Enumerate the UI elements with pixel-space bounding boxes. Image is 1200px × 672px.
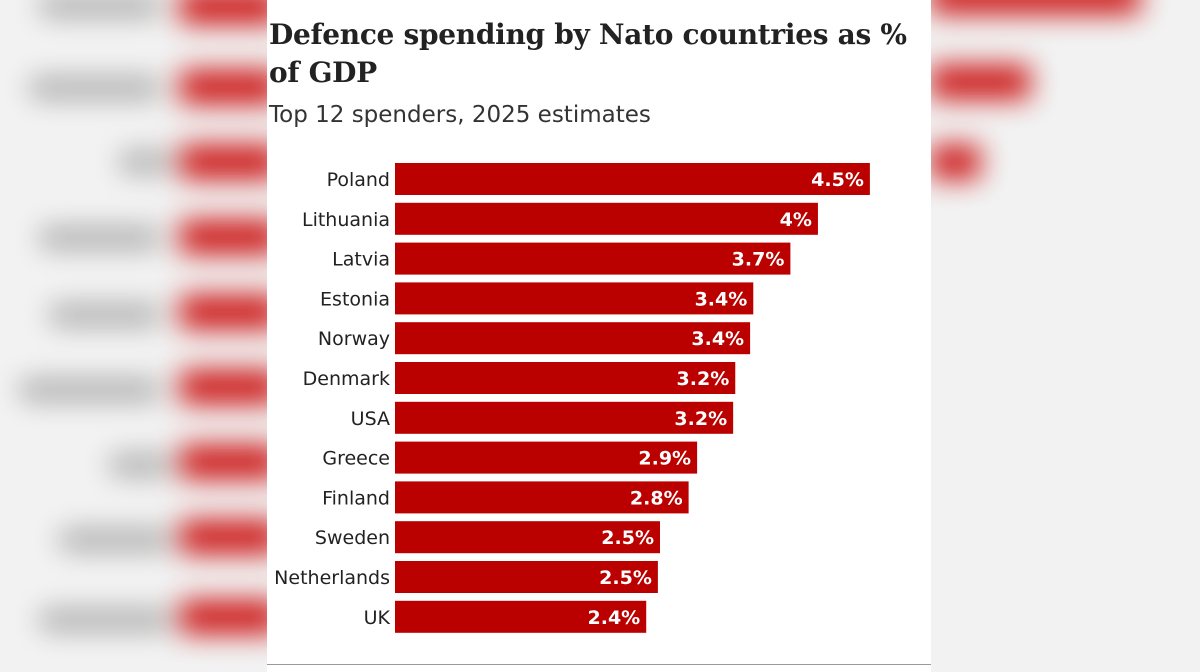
category-label: Lithuania bbox=[302, 209, 390, 231]
bottom-divider bbox=[267, 664, 931, 665]
bar-value-label: 3.7% bbox=[732, 249, 785, 271]
category-label: Denmark bbox=[303, 368, 390, 390]
bar bbox=[395, 481, 689, 514]
chart-subtitle: Top 12 spenders, 2025 estimates bbox=[269, 102, 651, 128]
bar-chart: Poland 4.5% Lithuania 4% Latvia 3.7% Estonia 3.… bbox=[274, 163, 870, 633]
category-label: Norway bbox=[318, 328, 390, 350]
category-label: Poland bbox=[327, 169, 390, 191]
category-label: Finland bbox=[322, 487, 390, 509]
bar-value-label: 2.8% bbox=[630, 487, 683, 509]
bar-value-label: 2.4% bbox=[588, 607, 641, 629]
bar bbox=[395, 401, 734, 434]
category-label: Estonia bbox=[320, 288, 390, 310]
bar-value-label: 2.5% bbox=[601, 527, 654, 549]
bar bbox=[395, 561, 658, 593]
category-label: UK bbox=[364, 607, 391, 629]
bar bbox=[395, 521, 660, 554]
bar bbox=[395, 600, 647, 633]
bar bbox=[395, 441, 698, 474]
chart-card: Defence spending by Nato countries as % … bbox=[267, 0, 931, 672]
category-label: Netherlands bbox=[274, 567, 390, 589]
bar-value-label: 4.5% bbox=[811, 169, 864, 191]
bar bbox=[395, 163, 870, 195]
bar-value-label: 3.4% bbox=[695, 288, 748, 310]
bar-value-label: 3.2% bbox=[674, 408, 727, 430]
bar-value-label: 2.5% bbox=[599, 567, 652, 589]
bar-value-label: 3.4% bbox=[691, 328, 744, 350]
chart-title: Defence spending by Nato countries as % … bbox=[269, 18, 907, 89]
category-label: USA bbox=[351, 408, 390, 430]
category-label: Sweden bbox=[315, 527, 390, 549]
bar-value-label: 2.9% bbox=[638, 448, 691, 470]
bar bbox=[395, 362, 736, 394]
bar-value-label: 4% bbox=[780, 209, 812, 231]
bar bbox=[395, 282, 754, 315]
bar bbox=[395, 242, 791, 275]
category-label: Latvia bbox=[332, 249, 390, 271]
category-label: Greece bbox=[322, 448, 390, 470]
bar bbox=[395, 202, 818, 235]
bar bbox=[395, 322, 751, 355]
bar-value-label: 3.2% bbox=[677, 368, 730, 390]
